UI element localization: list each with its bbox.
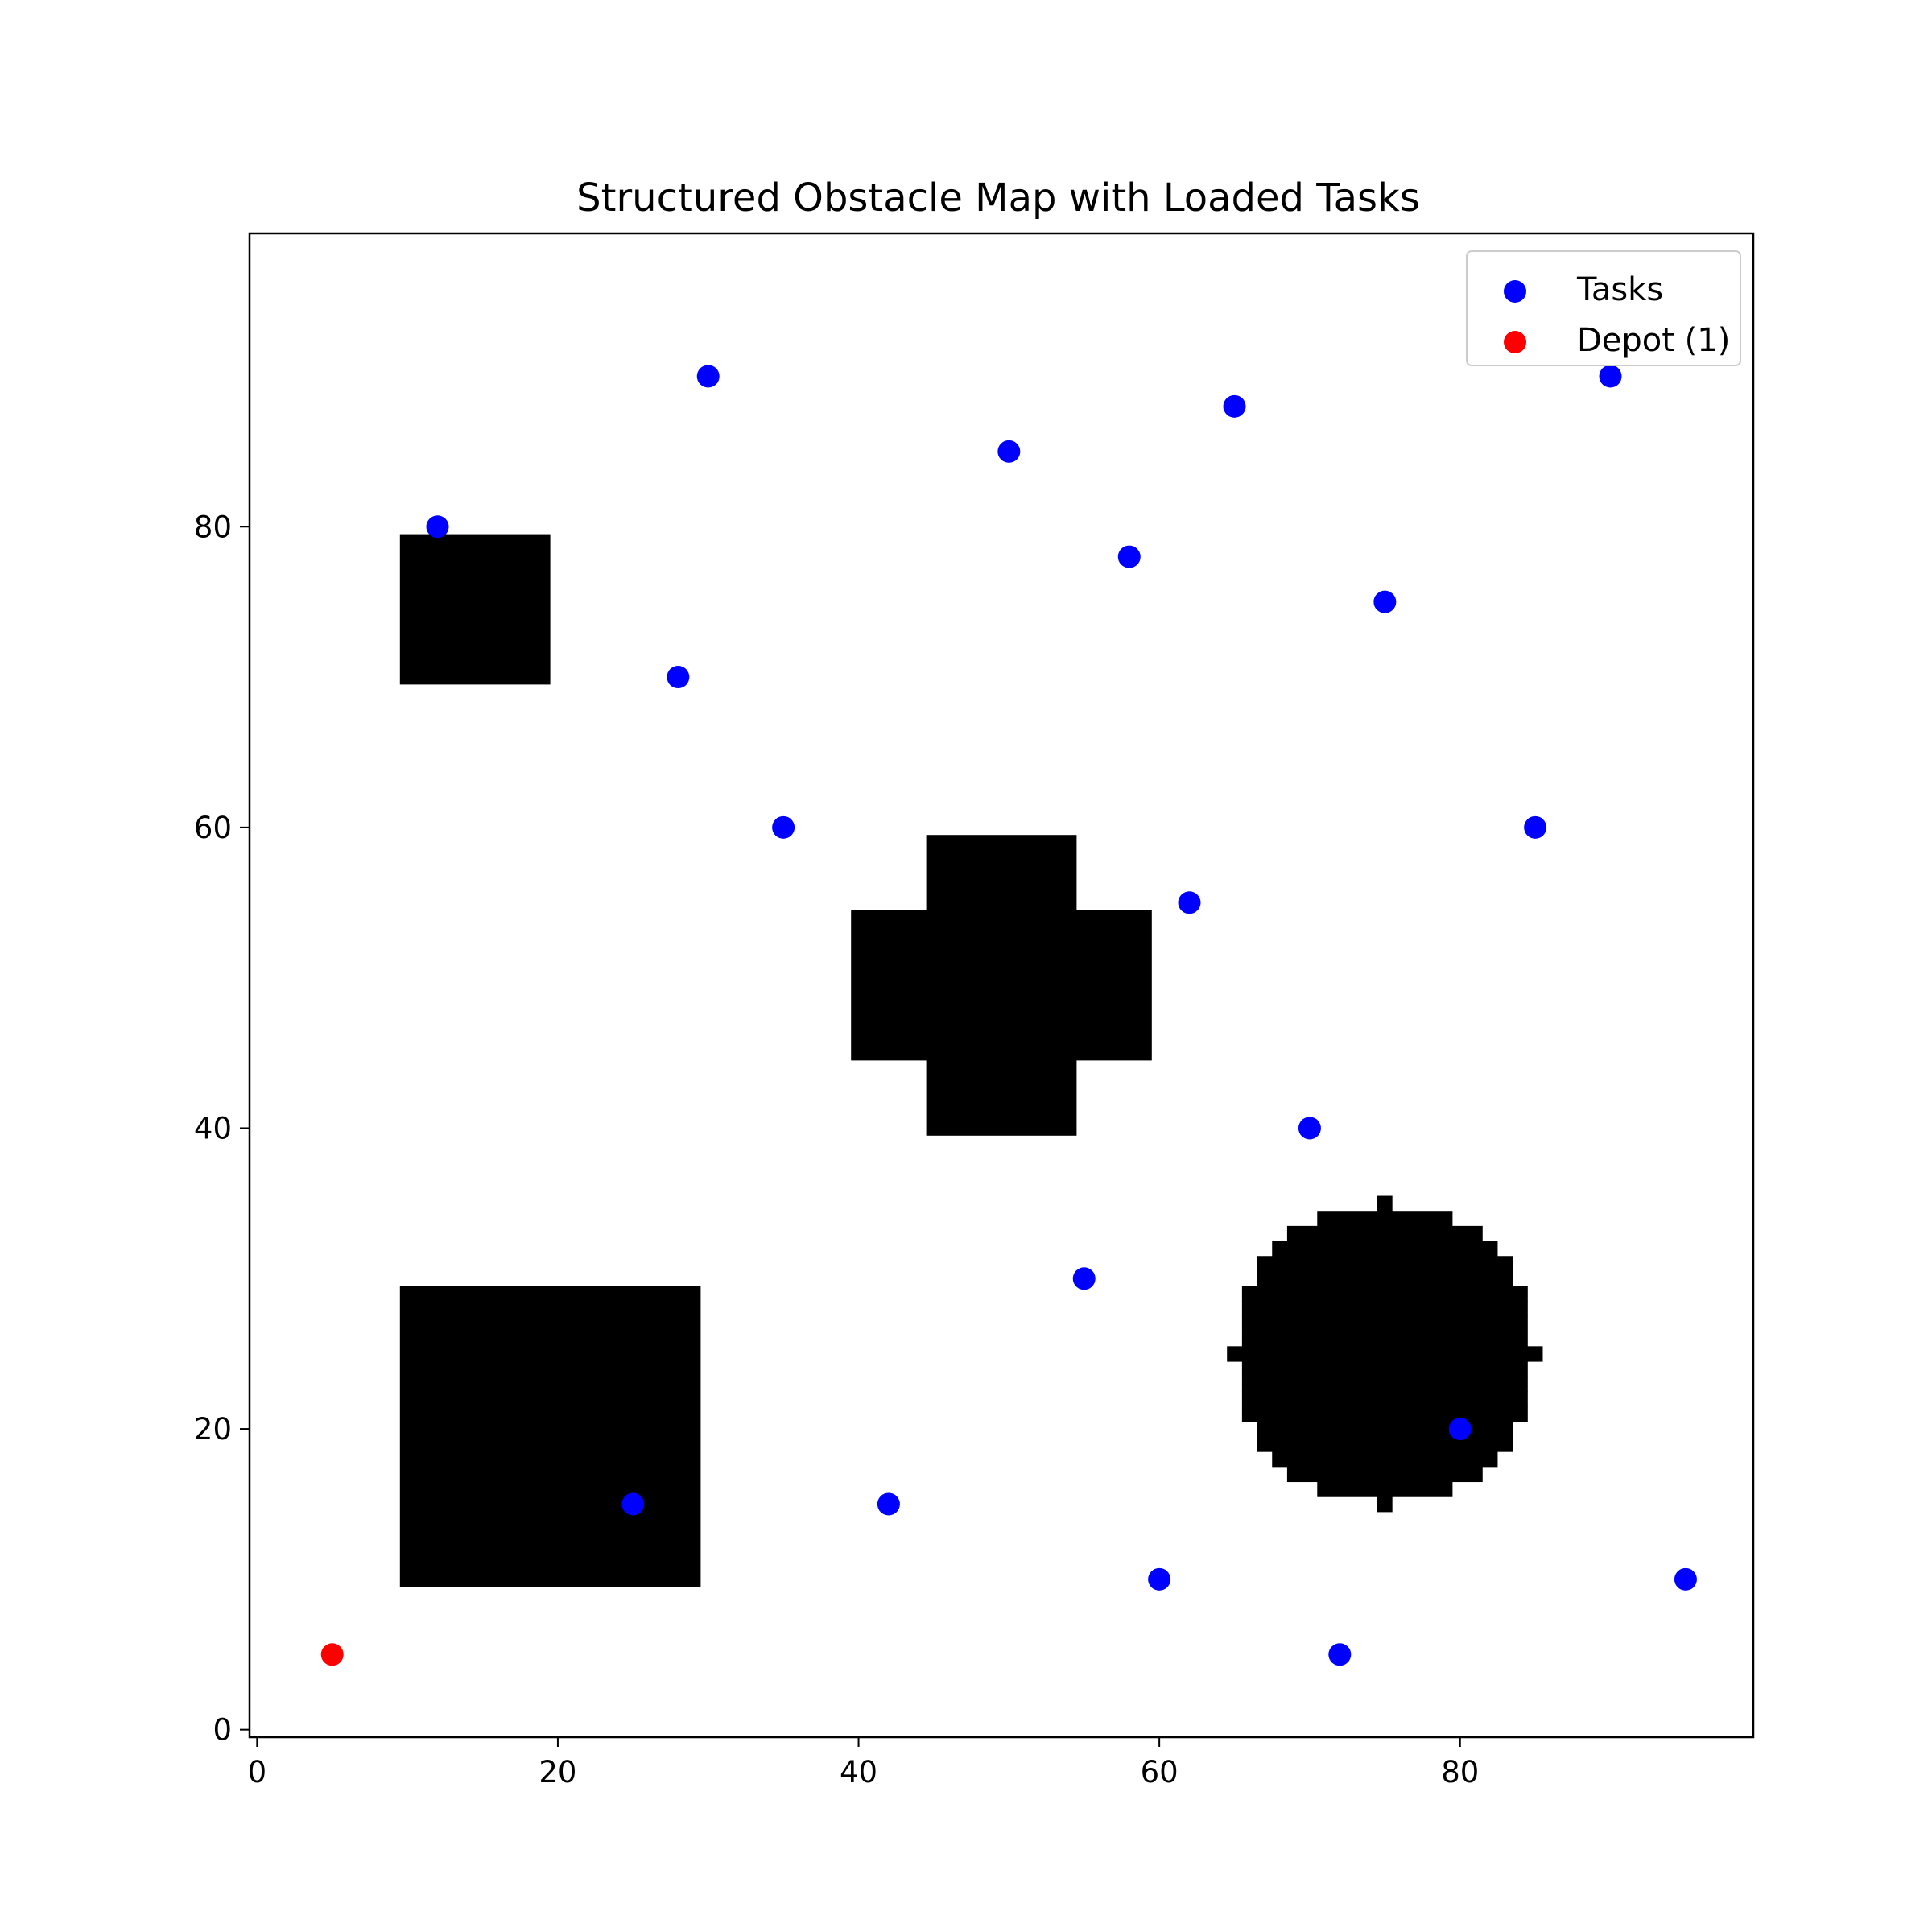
- obstacle-circle-row: [1257, 1270, 1513, 1287]
- task-point-12: [1072, 1267, 1096, 1290]
- task-point-11: [1298, 1117, 1321, 1140]
- obstacle-circle-row: [1241, 1315, 1528, 1332]
- obstacle-circle-row: [1257, 1436, 1513, 1452]
- task-point-2: [997, 440, 1021, 463]
- legend-label-1: Depot (1): [1577, 322, 1730, 359]
- y-tick-label: 0: [213, 1713, 232, 1748]
- task-point-14: [621, 1492, 645, 1516]
- depot-point-0: [320, 1643, 344, 1666]
- obstacle-circle-row: [1317, 1211, 1453, 1227]
- obstacle-circle-row: [1241, 1301, 1528, 1317]
- obstacle-rect-0: [399, 534, 551, 685]
- task-point-15: [877, 1492, 900, 1516]
- chart-title: Structured Obstacle Map with Loaded Task…: [576, 175, 1420, 221]
- obstacle-circle-row: [1241, 1361, 1528, 1377]
- legend: Tasks Depot (1): [1466, 250, 1741, 366]
- obstacle-circle-row: [1241, 1286, 1528, 1302]
- x-tick-label: 0: [248, 1755, 267, 1790]
- obstacle-circle-row: [1317, 1481, 1453, 1497]
- task-point-5: [1117, 545, 1141, 568]
- task-point-8: [772, 815, 795, 839]
- task-point-1: [696, 365, 720, 388]
- x-tick-label: 40: [840, 1755, 877, 1790]
- obstacle-circle-row: [1377, 1195, 1393, 1212]
- obstacle-circle-row: [1241, 1376, 1528, 1392]
- obstacle-circle-row: [1272, 1241, 1498, 1257]
- y-tick-label: 20: [194, 1412, 232, 1447]
- task-point-13: [1448, 1418, 1472, 1441]
- obstacle-circle-row: [1241, 1391, 1528, 1407]
- x-tick-label: 80: [1441, 1755, 1479, 1790]
- task-point-16: [1148, 1567, 1171, 1591]
- x-tick-label: 60: [1141, 1755, 1179, 1790]
- legend-marker-1: [1504, 331, 1526, 353]
- obstacle-circle-row: [1241, 1406, 1528, 1422]
- obstacle-circle-row: [1272, 1451, 1498, 1468]
- task-point-18: [1328, 1643, 1352, 1666]
- obstacle-circle-row: [1286, 1466, 1483, 1483]
- series-tasks: [426, 365, 1697, 1666]
- legend-label-0: Tasks: [1576, 271, 1663, 308]
- x-tick-label: 20: [539, 1755, 576, 1790]
- legend-marker-0: [1504, 280, 1526, 303]
- legend-box: [1466, 250, 1741, 366]
- obstacle-rect-1: [399, 1286, 701, 1587]
- axes-frame: [248, 232, 1755, 1739]
- plot-area: [320, 365, 1697, 1666]
- obstacle-circle-row: [1286, 1225, 1483, 1242]
- task-point-17: [1674, 1567, 1697, 1591]
- obstacle-circle-row: [1227, 1346, 1543, 1362]
- obstacle-circle-0: [1227, 1195, 1543, 1513]
- obstacle-circle-row: [1241, 1331, 1528, 1347]
- task-point-4: [1599, 365, 1622, 388]
- task-point-7: [667, 666, 690, 689]
- task-point-6: [1373, 590, 1397, 613]
- series-depot: [320, 1643, 344, 1666]
- task-point-3: [1223, 394, 1246, 418]
- obstacle-rect-3: [851, 910, 1152, 1061]
- axes: 0 20 40 60 80 0 20 40 60 80: [194, 232, 1755, 1790]
- obstacle-circle-row: [1257, 1256, 1513, 1272]
- obstacle-circle-row: [1377, 1496, 1393, 1513]
- y-tick-label: 80: [194, 510, 232, 544]
- y-tick-label: 60: [194, 811, 232, 845]
- task-point-9: [1524, 815, 1547, 839]
- task-point-0: [426, 515, 449, 539]
- y-tick-label: 40: [194, 1111, 232, 1146]
- task-point-10: [1178, 891, 1201, 914]
- obstacle-circle-row: [1257, 1421, 1513, 1437]
